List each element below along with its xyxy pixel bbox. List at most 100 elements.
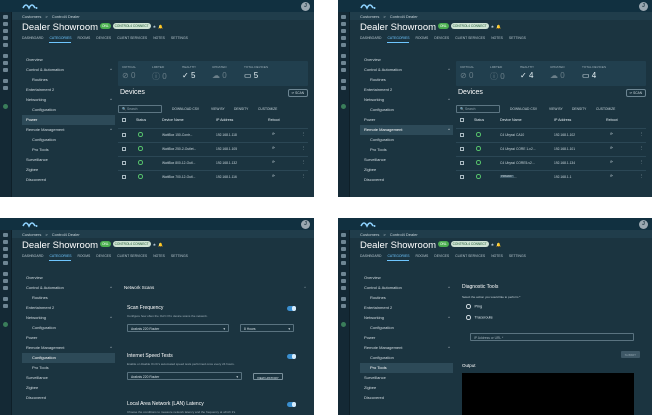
tab-devices[interactable]: DEVICES xyxy=(434,36,450,40)
nav-item-control-automation[interactable]: Control & Automation ^ xyxy=(360,283,453,293)
alert-icon[interactable] xyxy=(3,36,8,40)
search-input[interactable]: 🔍 Search xyxy=(118,105,162,113)
calendar-icon[interactable] xyxy=(341,279,346,283)
breadcrumb-root[interactable]: Customers xyxy=(360,232,380,237)
nav-item-pro-tools[interactable]: Pro Tools xyxy=(370,147,387,152)
tools-icon[interactable] xyxy=(341,297,346,301)
row-checkbox[interactable] xyxy=(122,133,126,138)
lan-latency-toggle[interactable] xyxy=(287,402,296,407)
users-icon[interactable] xyxy=(3,15,8,19)
tools-icon[interactable] xyxy=(341,79,346,83)
alert-icon[interactable] xyxy=(341,254,346,258)
row-checkbox[interactable] xyxy=(122,175,126,180)
device-name[interactable]: WattBox 250-2-Outlet... xyxy=(162,147,197,151)
scan-button[interactable]: ⟳ SCAN xyxy=(625,89,646,97)
nav-item-surveillance[interactable]: Surveillance xyxy=(26,157,48,162)
more-icon[interactable]: ⋮ xyxy=(302,174,306,178)
stat-updated[interactable]: UPDATED ☁ 0 xyxy=(550,65,565,80)
nav-item-networking[interactable]: Networking ^ xyxy=(360,95,453,105)
bell-icon[interactable]: 🔔 xyxy=(158,241,164,247)
help-icon[interactable] xyxy=(341,86,346,90)
nav-item-zigbee[interactable]: Zigbee xyxy=(26,385,39,390)
box-icon[interactable] xyxy=(341,43,346,47)
calendar-icon[interactable] xyxy=(3,61,8,65)
row-checkbox[interactable] xyxy=(460,161,464,166)
tab-notes[interactable]: NOTES xyxy=(491,254,503,258)
breadcrumb-root[interactable]: Customers xyxy=(22,232,42,237)
reboot-icon[interactable]: ⟳ xyxy=(272,174,275,178)
map-icon[interactable] xyxy=(341,240,346,244)
help-icon[interactable] xyxy=(3,86,8,90)
more-icon[interactable]: ⋮ xyxy=(640,160,644,164)
tab-dashboard[interactable]: DASHBOARD xyxy=(22,36,44,40)
device-name[interactable]: WattBox 800-12-Outl... xyxy=(162,161,196,165)
scan-interval-select[interactable]: 8 Hours ▾ xyxy=(240,324,294,332)
nav-item-overview[interactable]: Overview xyxy=(364,275,381,280)
user-avatar[interactable]: J xyxy=(639,219,648,229)
stat-healthy[interactable]: HEALTHY ✓ 4 xyxy=(520,65,534,80)
tab-client-services[interactable]: CLIENT SERVICES xyxy=(455,254,486,258)
nav-item-pro-tools[interactable]: Pro Tools xyxy=(32,365,49,370)
tab-categories[interactable]: CATEGORIES xyxy=(387,36,410,43)
nav-item-routines[interactable]: Routines xyxy=(32,77,48,82)
tab-settings[interactable]: SETTINGS xyxy=(508,36,526,40)
scan-frequency-toggle[interactable] xyxy=(287,306,296,311)
reboot-icon[interactable]: ⟳ xyxy=(610,146,613,150)
reboot-icon[interactable]: ⟳ xyxy=(610,132,613,136)
nav-item-networking[interactable]: Networking ^ xyxy=(360,313,453,323)
nav-item-discovered[interactable]: Discovered xyxy=(364,395,385,400)
nav-item-discovered[interactable]: Discovered xyxy=(364,177,385,182)
nav-item-routines[interactable]: Routines xyxy=(32,295,48,300)
nav-item-configuration[interactable]: Configuration xyxy=(370,325,394,330)
reboot-icon[interactable]: ⟳ xyxy=(610,160,613,164)
tab-settings[interactable]: SETTINGS xyxy=(170,36,188,40)
gear-icon[interactable] xyxy=(3,68,8,72)
tab-rooms[interactable]: ROOMS xyxy=(415,254,429,258)
nav-item-entertainment[interactable]: Entertainment 2 xyxy=(364,305,393,310)
tab-notes[interactable]: NOTES xyxy=(153,36,165,40)
calendar-icon[interactable] xyxy=(3,279,8,283)
help-icon[interactable] xyxy=(3,304,8,308)
nav-item-power[interactable]: Power xyxy=(22,115,115,125)
col-status[interactable]: Status xyxy=(474,118,485,122)
speed-device-select[interactable]: Araknis 220 Router ▾ xyxy=(127,372,242,380)
table-row[interactable]: C4 Ubyssi CA10 192.168.1.102 ⟳ ⋮ xyxy=(456,128,646,140)
list-icon[interactable] xyxy=(3,247,8,251)
help-icon[interactable] xyxy=(341,304,346,308)
stat-limited[interactable]: LIMITED ⓘ 0 xyxy=(152,65,167,82)
user-avatar[interactable]: J xyxy=(301,219,310,229)
col-status[interactable]: Status xyxy=(136,118,147,122)
nav-item-remote-management[interactable]: Remote Management ^ xyxy=(22,343,115,353)
list-icon[interactable] xyxy=(3,29,8,33)
tools-icon[interactable] xyxy=(3,297,8,301)
nav-item-overview[interactable]: Overview xyxy=(364,57,381,62)
tab-client-services[interactable]: CLIENT SERVICES xyxy=(455,36,486,40)
nav-item-power[interactable]: Power xyxy=(364,117,376,122)
star-icon[interactable]: ★ xyxy=(490,23,495,29)
nav-item-entertainment[interactable]: Entertainment 2 xyxy=(26,87,55,92)
nav-item-routines[interactable]: Routines xyxy=(370,77,386,82)
nav-item-surveillance[interactable]: Surveillance xyxy=(364,375,386,380)
nav-item-entertainment[interactable]: Entertainment 2 xyxy=(26,305,55,310)
gear-icon[interactable] xyxy=(3,286,8,290)
calendar-icon[interactable] xyxy=(341,61,346,65)
col-ip-address[interactable]: IP Address xyxy=(554,118,572,122)
ping-radio[interactable]: Ping xyxy=(466,304,482,309)
tab-categories[interactable]: CATEGORIES xyxy=(387,254,410,261)
nav-item-power[interactable]: Power xyxy=(26,335,38,340)
tools-icon[interactable] xyxy=(3,79,8,83)
tab-client-services[interactable]: CLIENT SERVICES xyxy=(117,36,148,40)
device-name[interactable]: C4 Ubyssi CORE 1-v2... xyxy=(500,147,536,151)
nav-item-surveillance[interactable]: Surveillance xyxy=(364,157,386,162)
device-name[interactable]: C4 Ubyssi CORE5-v2... xyxy=(500,161,535,165)
device-name[interactable]: WattBox 700-12-Outl... xyxy=(162,175,196,179)
col-device-name[interactable]: Device Name xyxy=(162,118,184,122)
scan-device-select[interactable]: Araknis 220 Router ▾ xyxy=(127,324,229,332)
box-icon[interactable] xyxy=(3,43,8,47)
col-reboot[interactable]: Reboot xyxy=(268,118,280,122)
view-history-button[interactable]: VIEW HISTORY xyxy=(253,373,283,380)
nav-item-overview[interactable]: Overview xyxy=(26,275,43,280)
traceroute-radio[interactable]: Traceroute xyxy=(466,315,493,320)
star-icon[interactable]: ★ xyxy=(152,241,157,247)
